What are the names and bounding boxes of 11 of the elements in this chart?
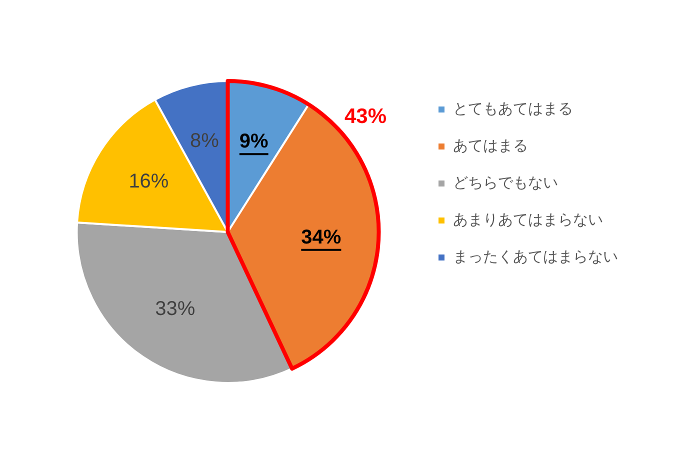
legend-label: あてはまる (453, 138, 528, 155)
data-label: 34% (301, 226, 342, 248)
text: 43% (344, 105, 387, 128)
legend-label: とてもあてはまる (453, 100, 573, 118)
data-label: 33% (155, 298, 196, 320)
data-label: 8% (190, 130, 220, 152)
data-label: 16% (128, 170, 169, 192)
legend-label: どちらでもない (453, 174, 558, 192)
legend-label: あまりあてはまらない (453, 212, 603, 229)
data-label: 9% (239, 130, 269, 153)
legend-label: まったくあてはまらない (453, 248, 618, 266)
